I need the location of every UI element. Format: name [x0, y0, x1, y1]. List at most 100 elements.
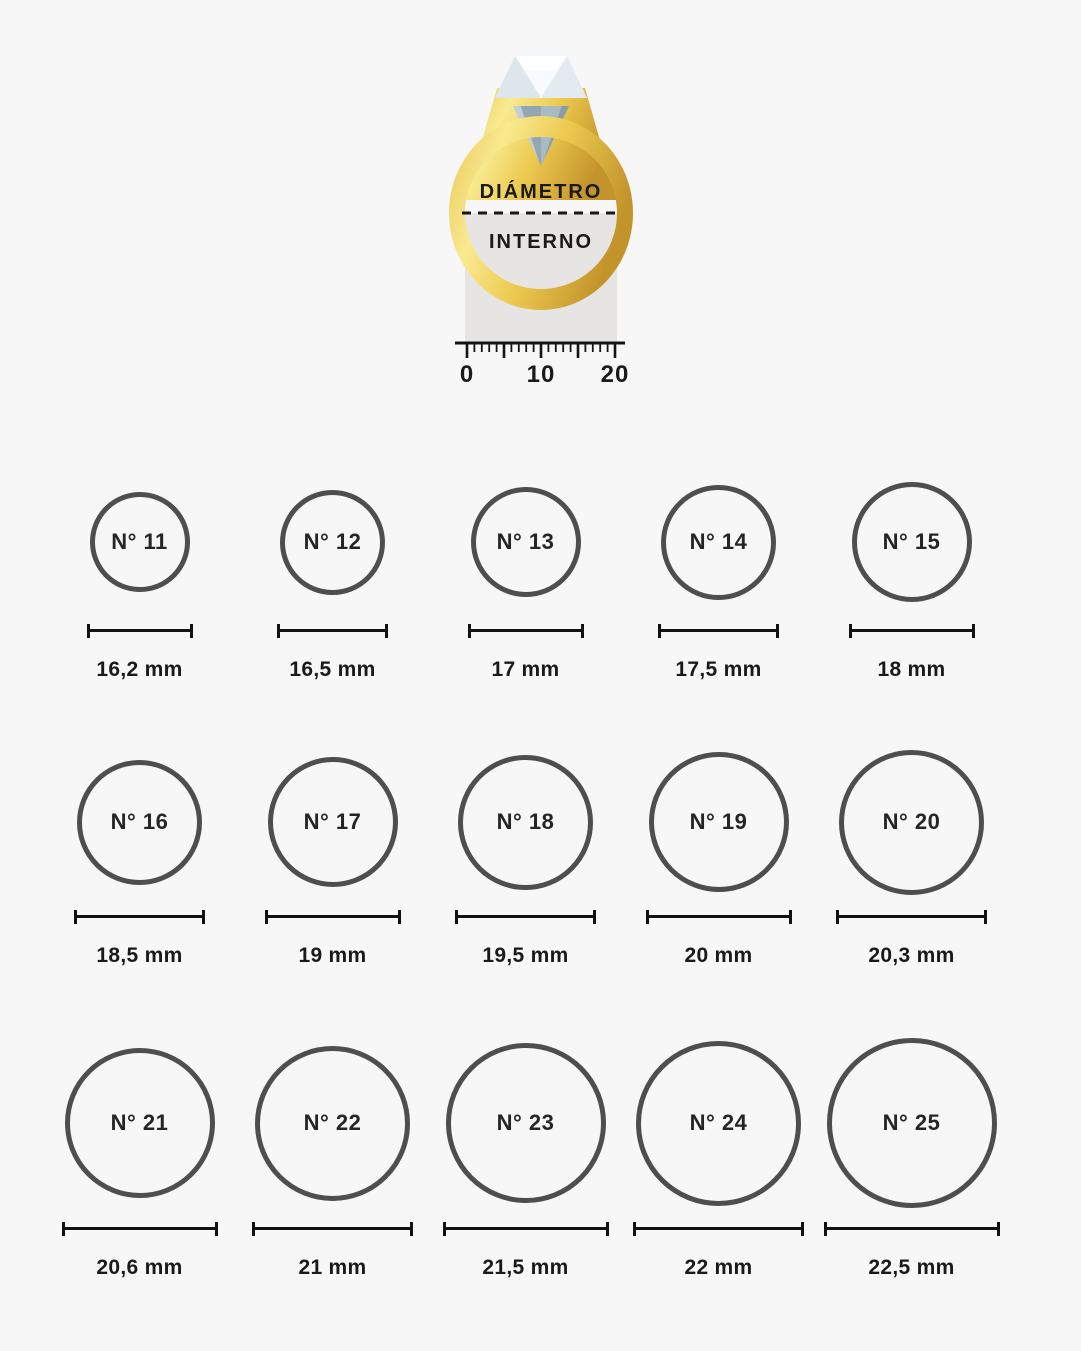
ring-illustration: DIÁMETRO INTERNO 0 10 20 — [448, 56, 633, 388]
size-number-label: N° 13 — [496, 529, 555, 554]
ring-mount — [464, 88, 617, 200]
diameter-mm-label: 17,5 mm — [675, 658, 762, 681]
diameter-mm-label: 16,5 mm — [289, 658, 376, 681]
circle-wrap: N° 18 — [458, 746, 593, 898]
ruler-label-0: 0 — [459, 361, 473, 388]
ring-diameter-figure: DIÁMETRO INTERNO 0 10 20 — [0, 0, 1081, 396]
ring-size-item: N° 22 21 mm — [236, 1032, 429, 1280]
ruler-label-10: 10 — [526, 361, 555, 388]
circle-wrap: N° 11 — [89, 476, 190, 608]
measure-line — [252, 1222, 413, 1236]
ring-size-item: N° 13 17 mm — [429, 476, 622, 682]
ring-size-item: N° 12 16,5 mm — [236, 476, 429, 682]
diameter-mm-label: 19 mm — [298, 944, 367, 967]
diamond-crown-icon — [494, 56, 587, 98]
ring-size-item: N° 19 20 mm — [622, 746, 815, 968]
ring-size-item: N° 23 21,5 mm — [429, 1032, 622, 1280]
ring-size-grid: N° 11 16,2 mm N° 12 16,5 mm N° 13 17 mm N° 14 1… — [0, 476, 1008, 1280]
size-number-label: N° 12 — [303, 529, 362, 554]
size-number-label: N° 20 — [882, 809, 941, 834]
circle-wrap: N° 17 — [267, 746, 398, 898]
size-circle: N° 16 — [77, 759, 202, 885]
diameter-mm-label: 22 mm — [684, 1256, 753, 1279]
size-circle: N° 21 — [64, 1048, 215, 1198]
circle-wrap: N° 21 — [64, 1032, 215, 1214]
diameter-mm-label: 18,5 mm — [96, 944, 183, 967]
circle-wrap: N° 20 — [839, 746, 984, 898]
ring-size-item: N° 11 16,2 mm — [43, 476, 236, 682]
circle-wrap: N° 25 — [826, 1032, 997, 1214]
ruler-label-20: 20 — [600, 361, 629, 388]
diameter-mm-label: 21,5 mm — [482, 1256, 569, 1279]
ring-size-item: N° 17 19 mm — [236, 746, 429, 968]
measure-line — [74, 910, 205, 924]
measure-line — [442, 1222, 609, 1236]
measure-line — [836, 910, 987, 924]
size-number-label: N° 25 — [882, 1110, 941, 1135]
figure-label-top: DIÁMETRO — [479, 180, 602, 203]
ruler-ticks — [465, 342, 616, 358]
diameter-mm-label: 17 mm — [491, 658, 560, 681]
diameter-mm-label: 20,3 mm — [868, 944, 955, 967]
circle-wrap: N° 13 — [470, 476, 581, 608]
ring-size-item: N° 14 17,5 mm — [622, 476, 815, 682]
measure-line — [633, 1222, 804, 1236]
size-circle: N° 20 — [839, 749, 984, 895]
measure-line — [455, 910, 596, 924]
ring-size-item: N° 15 18 mm — [815, 476, 1008, 682]
ring-size-item: N° 20 20,3 mm — [815, 746, 1008, 968]
size-circle: N° 22 — [255, 1045, 410, 1201]
size-number-label: N° 18 — [496, 809, 555, 834]
size-number-label: N° 14 — [689, 529, 748, 554]
size-circle: N° 18 — [458, 754, 593, 890]
size-number-label: N° 17 — [303, 809, 362, 834]
diameter-mm-label: 18 mm — [877, 658, 946, 681]
ring-size-item: N° 16 18,5 mm — [43, 746, 236, 968]
size-circle: N° 23 — [445, 1043, 606, 1203]
measure-line — [86, 624, 193, 638]
diameter-mm-label: 19,5 mm — [482, 944, 569, 967]
figure-label-bottom: INTERNO — [489, 231, 593, 253]
measure-line — [467, 624, 584, 638]
size-number-label: N° 19 — [689, 809, 748, 834]
measure-line — [61, 1222, 218, 1236]
size-circle: N° 14 — [661, 484, 776, 600]
ring-size-item: N° 21 20,6 mm — [43, 1032, 236, 1280]
circle-wrap: N° 15 — [851, 476, 972, 608]
size-number-label: N° 15 — [882, 529, 941, 554]
diameter-mm-label: 20 mm — [684, 944, 753, 967]
ring-size-item: N° 25 22,5 mm — [815, 1032, 1008, 1280]
circle-wrap: N° 19 — [648, 746, 789, 898]
measure-line — [264, 910, 401, 924]
diameter-mm-label: 20,6 mm — [96, 1256, 183, 1279]
circle-wrap: N° 22 — [255, 1032, 410, 1214]
size-circle: N° 24 — [636, 1040, 801, 1206]
size-number-label: N° 22 — [303, 1110, 362, 1135]
measure-line — [823, 1222, 1000, 1236]
ruler: 0 10 20 — [454, 341, 629, 388]
size-number-label: N° 11 — [111, 529, 168, 554]
size-circle: N° 17 — [267, 757, 398, 887]
size-circle: N° 25 — [826, 1038, 997, 1208]
size-circle: N° 11 — [89, 492, 190, 592]
circle-wrap: N° 16 — [77, 746, 202, 898]
measure-line — [658, 624, 779, 638]
circle-wrap: N° 12 — [280, 476, 385, 608]
size-circle: N° 12 — [280, 489, 385, 595]
size-circle: N° 15 — [851, 482, 972, 602]
size-number-label: N° 21 — [110, 1110, 169, 1135]
diameter-mm-label: 21 mm — [298, 1256, 367, 1279]
circle-wrap: N° 14 — [661, 476, 776, 608]
measure-line — [277, 624, 388, 638]
measure-line — [645, 910, 792, 924]
size-number-label: N° 24 — [689, 1110, 748, 1135]
size-number-label: N° 16 — [110, 809, 169, 834]
size-circle: N° 19 — [648, 752, 789, 892]
measure-line — [848, 624, 975, 638]
ring-size-item: N° 18 19,5 mm — [429, 746, 622, 968]
ring-size-item: N° 24 22 mm — [622, 1032, 815, 1280]
diameter-mm-label: 22,5 mm — [868, 1256, 955, 1279]
size-number-label: N° 23 — [496, 1110, 555, 1135]
circle-wrap: N° 23 — [445, 1032, 606, 1214]
size-circle: N° 13 — [470, 487, 581, 597]
